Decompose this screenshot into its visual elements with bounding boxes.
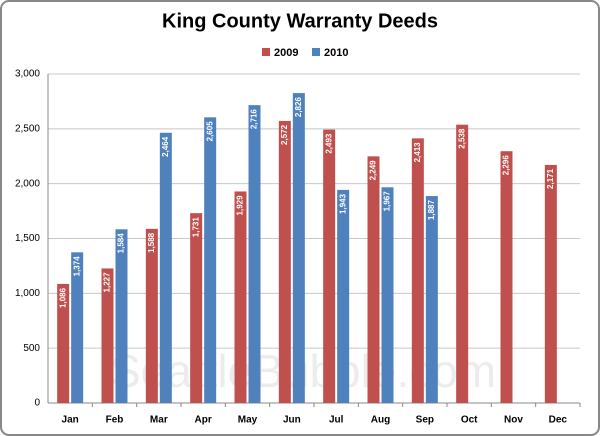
value-label: 2,572 <box>280 124 289 145</box>
y-tick-label: 2,000 <box>15 178 40 189</box>
value-label: 2,413 <box>413 142 422 163</box>
value-label: 2,171 <box>546 168 555 189</box>
bar <box>323 129 336 403</box>
value-label: 2,605 <box>205 121 214 142</box>
bar <box>278 120 291 404</box>
bar <box>367 156 380 403</box>
x-tick-label: Jul <box>329 415 344 426</box>
value-label: 2,716 <box>250 109 259 130</box>
value-label: 2,826 <box>294 97 303 118</box>
chart-title: King County Warranty Deeds <box>162 10 438 32</box>
x-tick-label: Nov <box>504 415 523 426</box>
y-tick-label: 0 <box>34 398 40 409</box>
value-label: 1,374 <box>72 256 81 277</box>
value-label: 1,929 <box>236 195 245 216</box>
bar <box>381 187 394 403</box>
bar <box>292 93 305 403</box>
bar <box>456 124 469 403</box>
bar <box>159 132 172 404</box>
x-tick-label: Jan <box>62 415 79 426</box>
y-tick-label: 500 <box>23 343 40 354</box>
value-label: 1,887 <box>427 200 436 221</box>
x-tick-label: Sep <box>416 415 434 426</box>
bar <box>115 229 128 403</box>
bar <box>248 105 261 404</box>
x-tick-label: Dec <box>549 415 568 426</box>
x-tick-label: May <box>238 415 258 426</box>
value-label: 1,588 <box>147 232 156 253</box>
value-label: 2,493 <box>324 133 333 154</box>
bar <box>234 191 247 403</box>
x-tick-label: Oct <box>461 415 478 426</box>
bar <box>57 283 70 403</box>
value-label: 1,584 <box>117 233 126 254</box>
bar <box>337 189 350 403</box>
x-tick-label: Apr <box>195 415 212 426</box>
y-tick-label: 1,000 <box>15 288 40 299</box>
y-tick-label: 1,500 <box>15 233 40 244</box>
x-tick-label: Aug <box>371 415 390 426</box>
value-label: 2,464 <box>161 136 170 157</box>
value-label: 1,086 <box>58 287 67 308</box>
bar <box>145 228 158 403</box>
value-label: 1,731 <box>191 217 200 238</box>
bar <box>71 252 84 403</box>
x-tick-label: Feb <box>106 415 124 426</box>
bar <box>204 117 217 404</box>
value-label: 2,296 <box>502 155 511 176</box>
bar <box>101 268 114 403</box>
legend-swatch <box>312 48 320 56</box>
bar <box>190 213 203 403</box>
legend-label: 2009 <box>274 47 298 59</box>
y-tick-label: 2,500 <box>15 123 40 134</box>
bar <box>425 196 438 403</box>
x-tick-label: Mar <box>150 415 168 426</box>
value-label: 2,249 <box>369 160 378 181</box>
x-tick-label: Jun <box>283 415 301 426</box>
y-tick-label: 3,000 <box>15 69 40 80</box>
legend-swatch <box>262 48 270 56</box>
bar <box>411 138 424 403</box>
value-label: 1,967 <box>383 191 392 212</box>
bar <box>544 164 557 403</box>
value-label: 1,227 <box>103 272 112 293</box>
bar <box>500 151 513 403</box>
value-label: 2,538 <box>457 128 466 149</box>
legend-label: 2010 <box>324 47 348 59</box>
value-label: 1,943 <box>338 193 347 214</box>
